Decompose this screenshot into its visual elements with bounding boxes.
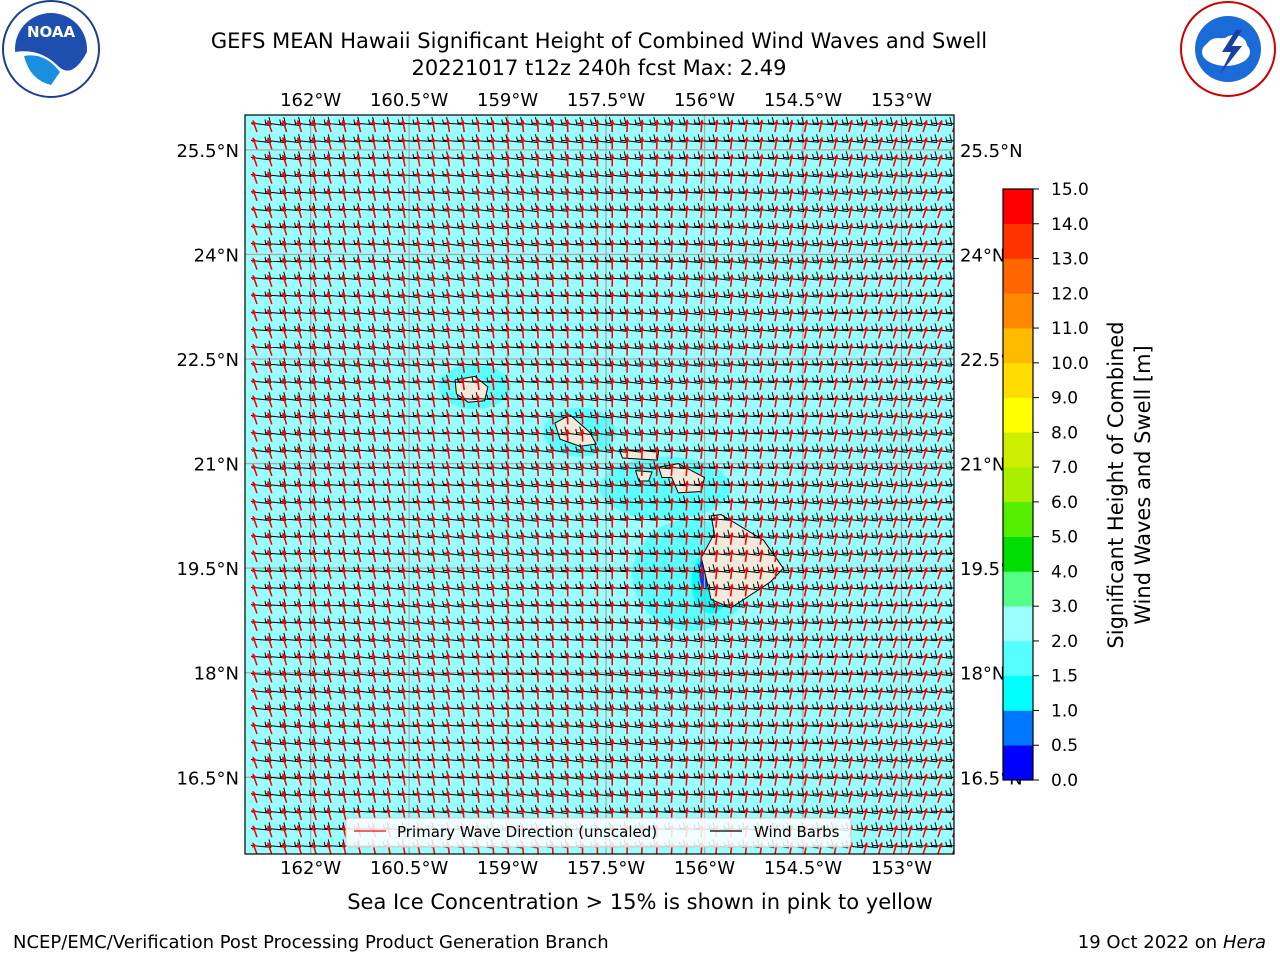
colorbar-tick-label: 15.0: [1051, 180, 1089, 200]
lat-label-left: 24°N: [194, 245, 239, 266]
colorbar-segment: [1003, 675, 1033, 711]
lon-label-top: 162°W: [280, 90, 341, 111]
map-legend: Primary Wave Direction (unscaled) Wind B…: [345, 817, 852, 848]
legend-wave-label: Primary Wave Direction (unscaled): [397, 823, 657, 841]
footer-credit: NCEP/EMC/Verification Post Processing Pr…: [13, 932, 609, 953]
lat-label-left: 25.5°N: [176, 141, 239, 162]
lon-label-bottom: 159°W: [477, 858, 538, 879]
footer-host: Hera: [1222, 932, 1266, 953]
footer-date: 19 Oct 2022 on Hera: [1078, 932, 1266, 953]
lon-label-bottom: 160.5°W: [370, 858, 449, 879]
colorbar-tick-label: 4.0: [1051, 562, 1078, 582]
colorbar-tick-label: 1.5: [1051, 667, 1078, 687]
lon-label-bottom: 156°W: [674, 858, 735, 879]
lat-label-right: 24°N: [960, 245, 1005, 266]
lat-label-left: 16.5°N: [176, 768, 239, 789]
colorbar-segment: [1003, 362, 1033, 398]
colorbar-segment: [1003, 606, 1033, 642]
lat-label-right: 18°N: [960, 664, 1005, 685]
lat-label-right: 25.5°N: [960, 141, 1023, 162]
colorbar-tick-label: 2.0: [1051, 632, 1078, 652]
lon-label-bottom: 154.5°W: [764, 858, 843, 879]
lat-label-right: 21°N: [960, 455, 1005, 476]
colorbar-segment: [1003, 571, 1033, 607]
island-lanai: [634, 470, 653, 482]
colorbar-tick-label: 13.0: [1051, 250, 1089, 270]
colorbar-tick-label: 8.0: [1051, 423, 1078, 443]
colorbar-segment: [1003, 432, 1033, 468]
colorbar-segment: [1003, 710, 1033, 746]
svg-text:NOAA: NOAA: [27, 23, 76, 41]
map-title-line2: 20221017 t12z 240h fcst Max: 2.49: [411, 56, 787, 80]
footer-date-text: 19 Oct 2022 on: [1077, 932, 1223, 953]
lat-label-left: 21°N: [194, 455, 239, 476]
colorbar-tick-label: 0.0: [1051, 771, 1078, 791]
lon-label-top: 157.5°W: [567, 90, 646, 111]
colorbar-segment: [1003, 536, 1033, 572]
map-frame: [244, 114, 955, 855]
colorbar-tick-label: 11.0: [1051, 319, 1089, 339]
noaa-logo: NOAA: [2, 0, 100, 98]
island-oahu: [554, 414, 597, 447]
lon-label-top: 154.5°W: [764, 90, 843, 111]
colorbar-title-line2: Wind Waves and Swell [m]: [1131, 345, 1155, 625]
colorbar-segment: [1003, 258, 1033, 294]
colorbar-segment: [1003, 467, 1033, 503]
colorbar-segment: [1003, 640, 1033, 676]
lon-label-bottom: 157.5°W: [567, 858, 646, 879]
wave-arrow-heads: [252, 119, 954, 848]
lon-label-bottom: 162°W: [280, 858, 341, 879]
colorbar-tick-label: 1.0: [1051, 701, 1078, 721]
lat-label-left: 18°N: [194, 664, 239, 685]
wind-barbs-layer: [250, 116, 954, 849]
wave-height-patch: [599, 456, 731, 520]
colorbar-segment: [1003, 293, 1033, 329]
colorbar-tick-label: 5.0: [1051, 528, 1078, 548]
wave-direction-arrows-layer: [252, 119, 954, 854]
colorbar-segment: [1003, 501, 1033, 537]
colorbar-tick-label: 3.0: [1051, 597, 1078, 617]
colorbar-title-line1: Significant Height of Combined: [1104, 321, 1128, 648]
legend-barb-label: Wind Barbs: [754, 823, 840, 841]
colorbar-tick-label: 7.0: [1051, 458, 1078, 478]
colorbar: 0.0 0.5 1.0 1.5 2.0 3.0 4.0 5.0 6.0 7.0 8.0 9.0 10.0…: [1002, 180, 1089, 791]
colorbar-segment: [1003, 189, 1033, 225]
lat-label-left: 22.5°N: [176, 350, 239, 371]
map-title-line1: GEFS MEAN Hawaii Significant Height of C…: [210, 29, 988, 53]
wave-arrow-shafts: [252, 119, 954, 854]
colorbar-tick-label: 12.0: [1051, 284, 1089, 304]
colorbar-segment: [1003, 223, 1033, 259]
colorbar-tick-label: 9.0: [1051, 389, 1078, 409]
lon-label-bottom: 153°W: [871, 858, 932, 879]
colorbar-segment: [1003, 328, 1033, 364]
colorbar-segment: [1003, 397, 1033, 433]
lat-label-left: 19.5°N: [176, 559, 239, 580]
lon-label-top: 159°W: [477, 90, 538, 111]
nws-logo: [1180, 1, 1276, 97]
lon-label-top: 160.5°W: [370, 90, 449, 111]
colorbar-tick-label: 10.0: [1051, 354, 1089, 374]
colorbar-tick-label: 0.5: [1051, 736, 1078, 756]
colorbar-tick-label: 14.0: [1051, 215, 1089, 235]
lon-label-top: 156°W: [674, 90, 735, 111]
sea-ice-note: Sea Ice Concentration > 15% is shown in …: [347, 890, 933, 914]
lon-label-top: 153°W: [871, 90, 932, 111]
wind-barbs: [250, 116, 954, 849]
colorbar-segment: [1003, 745, 1033, 781]
colorbar-tick-label: 6.0: [1051, 493, 1078, 513]
island-hawaii: [700, 513, 784, 609]
